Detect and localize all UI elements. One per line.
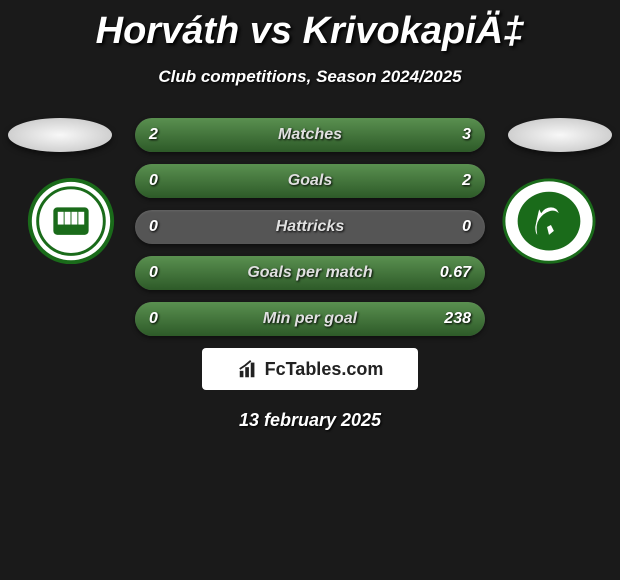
- stat-value-right: 3: [462, 118, 471, 152]
- stat-value-right: 238: [444, 302, 471, 336]
- brand-text: FcTables.com: [265, 359, 384, 380]
- stat-value-right: 2: [462, 164, 471, 198]
- stat-row: 0 Goals 2: [135, 164, 485, 198]
- date-text: 13 february 2025: [0, 410, 620, 431]
- stat-label: Hattricks: [135, 210, 485, 244]
- stat-row: 0 Min per goal 238: [135, 302, 485, 336]
- brand-logo[interactable]: FcTables.com: [202, 348, 418, 390]
- stat-label: Min per goal: [135, 302, 485, 336]
- stat-row: 2 Matches 3: [135, 118, 485, 152]
- comparison-title: Horváth vs KrivokapiÄ‡: [0, 0, 620, 53]
- stats-container: 2 Matches 3 0 Goals 2 0 Hattricks 0 0 Go…: [0, 118, 620, 431]
- stat-value-right: 0.67: [440, 256, 471, 290]
- stat-row: 0 Hattricks 0: [135, 210, 485, 244]
- stat-label: Goals: [135, 164, 485, 198]
- stat-label: Matches: [135, 118, 485, 152]
- stat-row: 0 Goals per match 0.67: [135, 256, 485, 290]
- chart-icon: [237, 358, 259, 380]
- comparison-subtitle: Club competitions, Season 2024/2025: [0, 67, 620, 87]
- stat-label: Goals per match: [135, 256, 485, 290]
- stat-value-right: 0: [462, 210, 471, 244]
